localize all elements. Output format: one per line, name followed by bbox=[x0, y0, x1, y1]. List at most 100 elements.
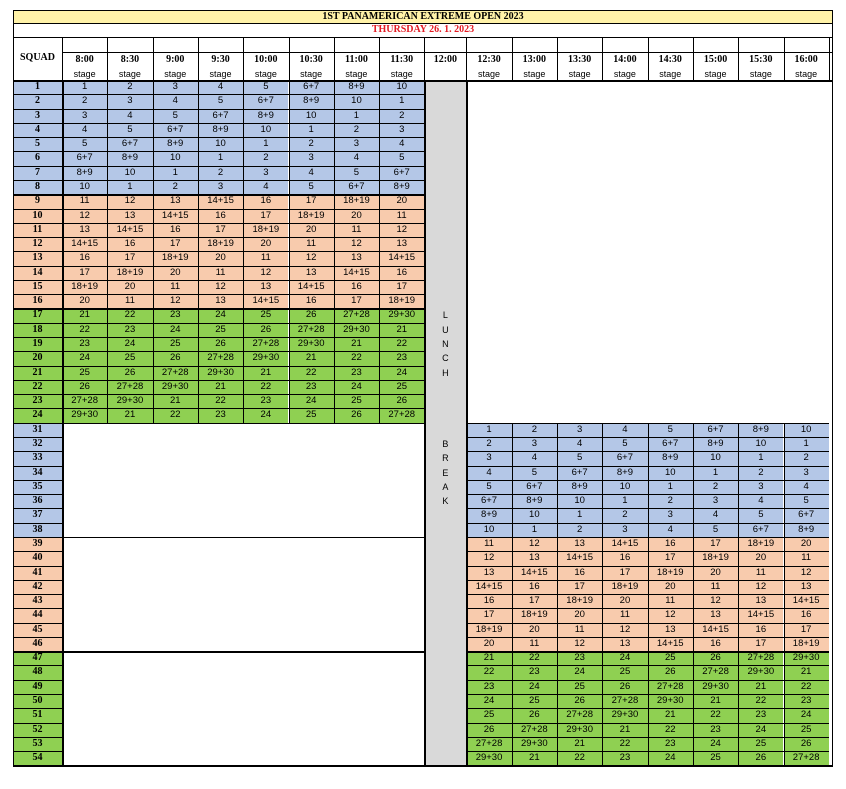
stage-cell: 13 bbox=[333, 251, 380, 266]
stage-cell: 10 bbox=[557, 494, 603, 509]
stage-header: stage bbox=[659, 69, 682, 79]
stage-cell: 6+7 bbox=[288, 80, 334, 95]
stage-cell: 14+15 bbox=[783, 594, 829, 609]
col-line bbox=[243, 80, 245, 423]
header-bottom bbox=[13, 80, 833, 82]
stage-cell: 5 bbox=[466, 479, 512, 495]
stage-cell: 8+9 bbox=[602, 465, 648, 480]
stage-header: stage bbox=[345, 69, 368, 79]
stage-header: stage bbox=[118, 69, 141, 79]
stage-cell: 18+19 bbox=[379, 294, 425, 309]
stage-cell: 5 bbox=[557, 451, 603, 466]
stage-cell: 8+9 bbox=[288, 94, 334, 109]
stage-cell: 14+15 bbox=[107, 222, 153, 238]
stage-cell: 6+7 bbox=[783, 508, 829, 523]
stage-cell: 2 bbox=[557, 522, 603, 537]
stage-cell: 22 bbox=[152, 408, 198, 423]
stage-cell: 26 bbox=[333, 408, 380, 423]
row-line bbox=[13, 179, 62, 181]
stage-cell: 14+15 bbox=[557, 551, 603, 566]
stage-cell: 18+19 bbox=[333, 194, 380, 209]
row-line bbox=[13, 465, 62, 467]
stage-cell: 21 bbox=[333, 337, 380, 352]
row-line bbox=[13, 265, 62, 267]
stage-cell: 11 bbox=[243, 251, 289, 266]
lunch-break-letter: C bbox=[442, 353, 449, 364]
header-grid-line bbox=[466, 37, 468, 80]
stage-cell: 24 bbox=[602, 651, 648, 666]
row-line bbox=[13, 451, 62, 453]
stage-cell: 2 bbox=[107, 80, 153, 95]
stage-cell: 10 bbox=[333, 94, 380, 109]
stage-cell: 5 bbox=[738, 508, 784, 523]
stage-cell: 24 bbox=[466, 694, 512, 709]
stage-cell: 6+7 bbox=[333, 179, 380, 195]
row-line bbox=[13, 694, 62, 696]
stage-header: stage bbox=[523, 69, 546, 79]
lunch-break-letter bbox=[424, 423, 466, 437]
stage-cell: 16 bbox=[152, 222, 198, 238]
stage-cell: 13 bbox=[738, 594, 784, 609]
stage-cell: 16 bbox=[647, 536, 693, 552]
stage-cell: 4 bbox=[333, 151, 380, 166]
stage-cell: 18+19 bbox=[288, 208, 334, 223]
squad-number: 6 bbox=[13, 151, 62, 166]
squad-number: 9 bbox=[13, 194, 62, 209]
stage-cell: 12 bbox=[197, 279, 244, 295]
squad-number: 33 bbox=[13, 451, 62, 466]
stage-cell: 20 bbox=[692, 565, 739, 580]
stage-cell: 17 bbox=[647, 551, 693, 566]
stage-cell: 24 bbox=[243, 408, 289, 423]
stage-cell: 2 bbox=[647, 494, 693, 509]
stage-cell: 10 bbox=[511, 508, 557, 523]
stage-cell: 13 bbox=[466, 565, 512, 580]
row-line bbox=[13, 322, 62, 324]
col-line bbox=[152, 80, 154, 423]
row-line bbox=[466, 551, 829, 553]
stage-cell: 11 bbox=[333, 222, 380, 238]
stage-cell: 20 bbox=[783, 536, 829, 552]
stage-cell: 1 bbox=[379, 94, 425, 109]
row-line bbox=[13, 351, 62, 353]
stage-cell: 8+9 bbox=[62, 165, 108, 180]
stage-cell: 10 bbox=[783, 422, 829, 437]
stage-cell: 27+28 bbox=[738, 651, 784, 666]
stage-cell: 17 bbox=[243, 208, 289, 223]
stage-cell: 2 bbox=[738, 465, 784, 480]
stage-cell: 8+9 bbox=[557, 479, 603, 495]
stage-cell: 13 bbox=[197, 294, 244, 309]
stage-cell: 29+30 bbox=[511, 736, 557, 752]
stage-cell: 1 bbox=[288, 122, 334, 138]
stage-cell: 20 bbox=[466, 636, 512, 652]
header-grid-line bbox=[511, 37, 513, 80]
row-line bbox=[13, 594, 62, 596]
stage-cell: 17 bbox=[511, 594, 557, 609]
stage-cell: 2 bbox=[333, 122, 380, 138]
row-line bbox=[13, 165, 62, 167]
time-header: 10:30 bbox=[299, 54, 323, 65]
squad-number: 23 bbox=[13, 394, 62, 409]
stage-cell: 26 bbox=[647, 665, 693, 680]
stage-cell: 17 bbox=[557, 579, 603, 595]
row-line bbox=[13, 651, 62, 653]
stage-cell: 22 bbox=[107, 308, 153, 323]
squad-number: 41 bbox=[13, 565, 62, 580]
stage-cell: 27+28 bbox=[152, 365, 198, 380]
stage-cell: 16 bbox=[692, 636, 739, 652]
stage-cell: 12 bbox=[333, 237, 380, 252]
stage-cell: 20 bbox=[62, 294, 108, 309]
sheet-title: 1ST PANAMERICAN EXTREME OPEN 2023 bbox=[13, 10, 833, 23]
col-line bbox=[557, 422, 558, 766]
stage-cell: 24 bbox=[152, 322, 198, 338]
stage-cell: 10 bbox=[466, 522, 512, 537]
row-line bbox=[466, 536, 829, 539]
time-header: 15:30 bbox=[749, 54, 773, 65]
stage-cell: 21 bbox=[557, 736, 603, 752]
lunch-break-letter: R bbox=[442, 453, 449, 464]
squad-number: 14 bbox=[13, 265, 62, 280]
row-line bbox=[13, 522, 62, 524]
stage-cell: 8+9 bbox=[647, 451, 693, 466]
row-line bbox=[466, 494, 829, 496]
stage-cell: 6+7 bbox=[738, 522, 784, 537]
lunch-break-letter bbox=[424, 394, 466, 408]
